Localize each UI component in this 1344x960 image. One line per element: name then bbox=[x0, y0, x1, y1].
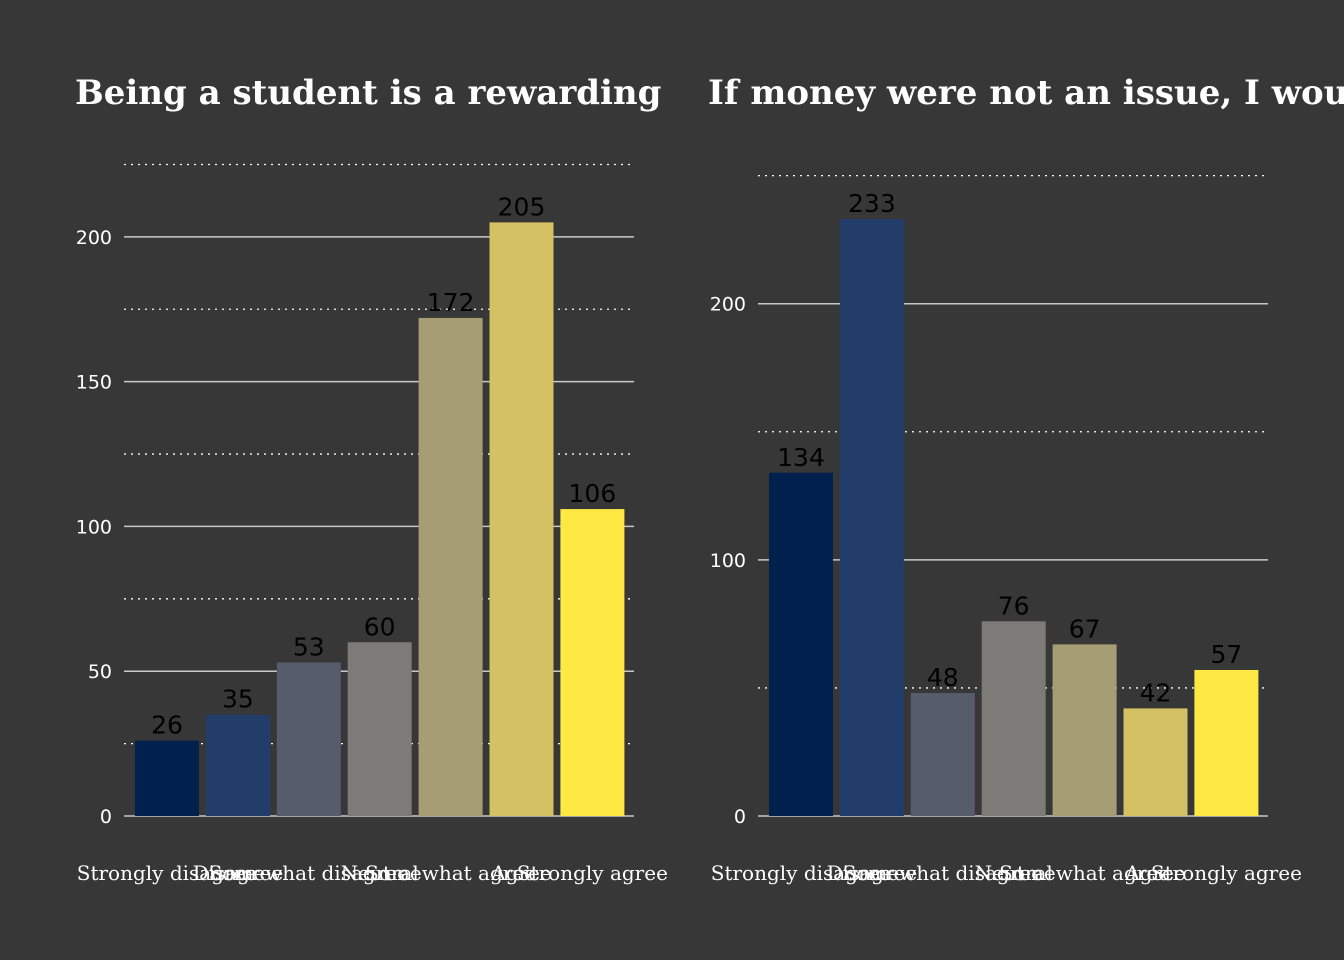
chart-title: Being a student is a rewarding bbox=[75, 73, 661, 113]
bar bbox=[205, 714, 270, 816]
bar-value-label: 233 bbox=[848, 189, 896, 218]
bar-value-label: 42 bbox=[1140, 678, 1172, 707]
x-tick-label: Somewhat disagree bbox=[209, 861, 409, 885]
x-tick-label: Strongly agree bbox=[1151, 861, 1302, 885]
y-tick-label: 50 bbox=[88, 661, 112, 683]
bar bbox=[347, 642, 412, 816]
x-tick-label: Disagree bbox=[827, 861, 918, 885]
x-tick-label: Agree bbox=[1124, 861, 1185, 885]
chart-panel-2: If money were not an issue, I wou 0 100 200… bbox=[708, 73, 1344, 885]
y-tick-label: 100 bbox=[76, 516, 112, 538]
x-tick-label: Strongly disagree bbox=[77, 861, 258, 885]
bar bbox=[276, 662, 341, 816]
bar-value-label: 205 bbox=[498, 192, 546, 221]
bar bbox=[1052, 644, 1117, 816]
x-tick-label: Neutral bbox=[975, 861, 1053, 885]
y-tick-label: 0 bbox=[100, 806, 112, 828]
x-tick-label: Somewhat agree bbox=[999, 861, 1170, 885]
y-tick-label: 200 bbox=[710, 294, 746, 316]
chart-title: If money were not an issue, I wou bbox=[708, 73, 1344, 113]
bar-value-label: 57 bbox=[1210, 640, 1242, 669]
bar-value-label: 48 bbox=[927, 663, 959, 692]
x-tick-label: Neutral bbox=[341, 861, 419, 885]
x-tick-label: Somewhat agree bbox=[365, 861, 536, 885]
bar-value-label: 26 bbox=[151, 711, 183, 740]
chart-panel-1: Being a student is a rewarding 0 50 100 150 2… bbox=[75, 73, 668, 885]
bar bbox=[489, 222, 554, 817]
bar-value-label: 172 bbox=[427, 288, 475, 317]
x-tick-label: Agree bbox=[490, 861, 551, 885]
bar-value-label: 35 bbox=[222, 685, 254, 714]
bar-value-label: 60 bbox=[364, 612, 396, 641]
bar-value-label: 134 bbox=[777, 443, 825, 472]
y-tick-label: 200 bbox=[76, 227, 112, 249]
x-tick-label: Strongly agree bbox=[517, 861, 668, 885]
x-tick-label: Somewhat disagree bbox=[843, 861, 1043, 885]
bar bbox=[560, 509, 625, 816]
x-tick-label: Strongly disagree bbox=[711, 861, 892, 885]
y-tick-label: 0 bbox=[734, 806, 746, 828]
bar bbox=[135, 740, 199, 816]
x-tick-label: Disagree bbox=[193, 861, 284, 885]
bar bbox=[981, 621, 1046, 816]
y-tick-label: 150 bbox=[76, 372, 112, 394]
bar bbox=[1123, 708, 1188, 816]
bar bbox=[910, 693, 975, 816]
bar bbox=[1194, 669, 1259, 816]
bar-value-label: 76 bbox=[998, 591, 1030, 620]
bar bbox=[418, 317, 483, 816]
bar-value-label: 106 bbox=[569, 479, 617, 508]
bar bbox=[839, 219, 904, 816]
bar bbox=[769, 472, 833, 816]
bar-value-label: 67 bbox=[1069, 614, 1101, 643]
bar-value-label: 53 bbox=[293, 633, 325, 662]
y-tick-label: 100 bbox=[710, 550, 746, 572]
